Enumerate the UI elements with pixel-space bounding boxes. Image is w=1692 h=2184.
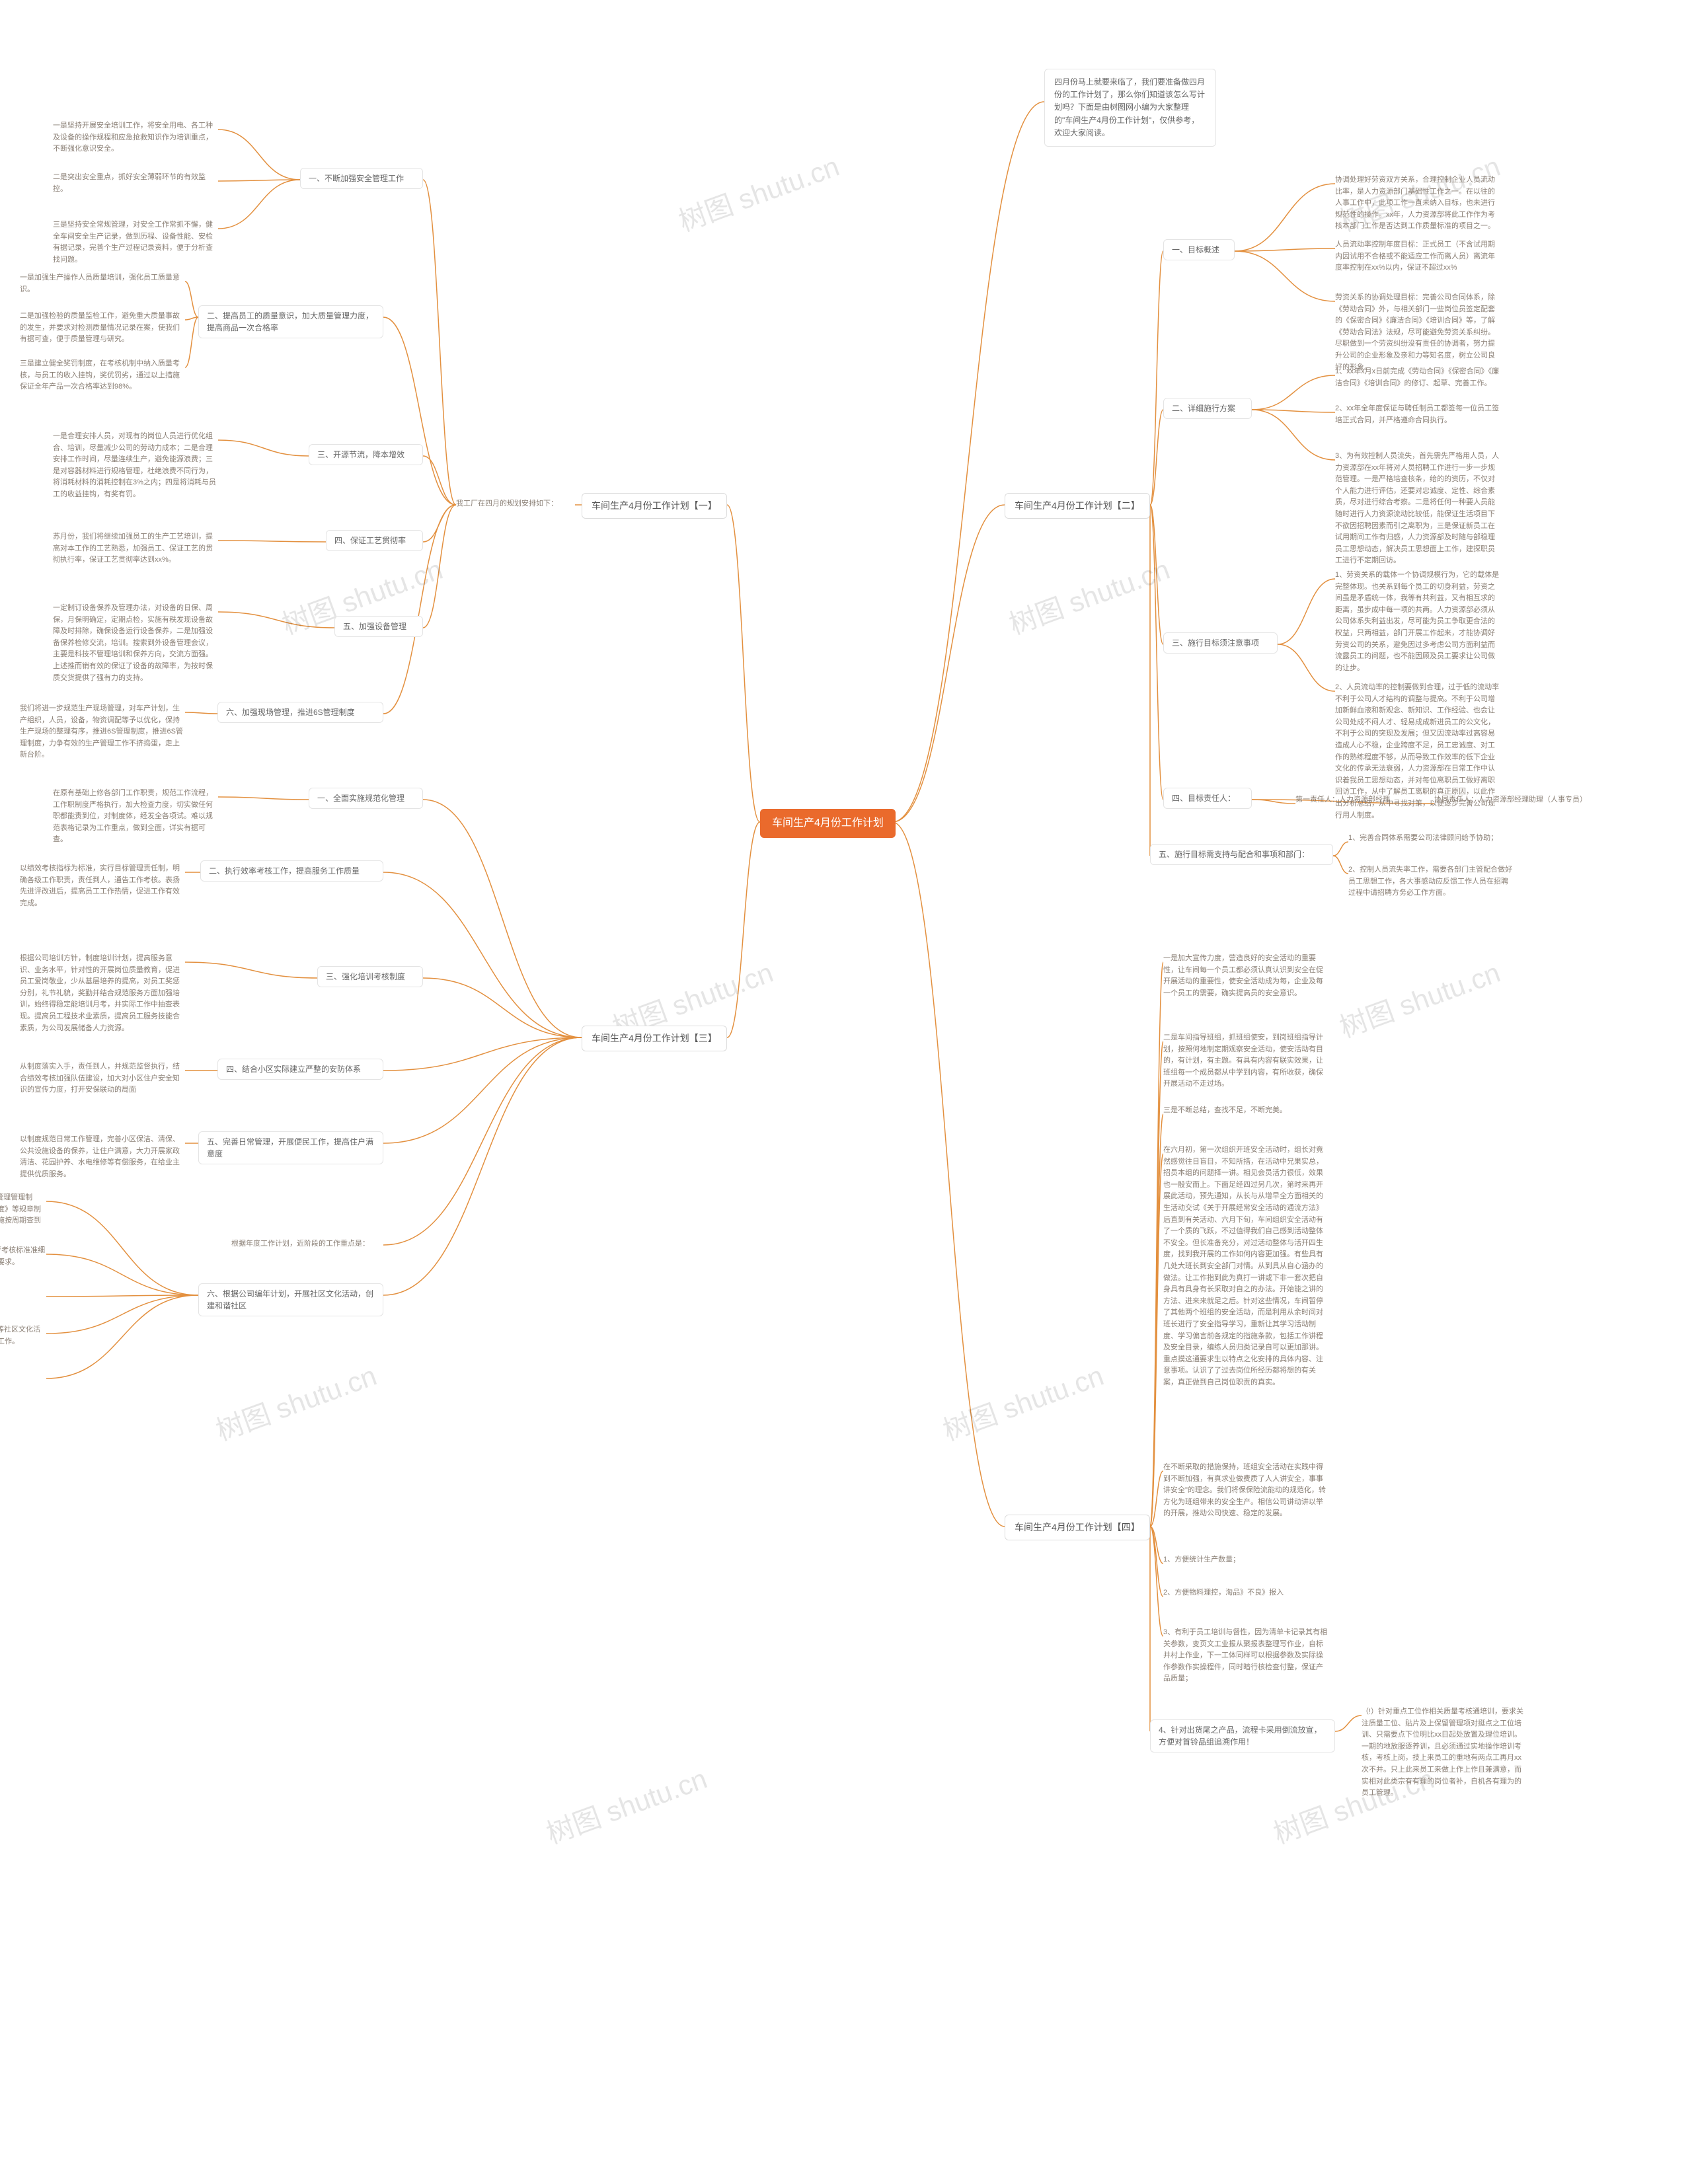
leaf-p1s6-0: 我们将进一步规范生产现场管理，对车产计划，生产组织，人员，设备，物资调配等予以优… xyxy=(20,703,185,761)
leaf-p4s0-2: 三是不断总结，查找不足，不断完美。 xyxy=(1163,1105,1328,1117)
leaf-p1s1-1: 二是突出安全重点，抓好安全薄弱环节的有效监控。 xyxy=(53,172,218,195)
sub-p2s1: 一、目标概述 xyxy=(1163,239,1235,260)
leaf-p4s0-4: 在不断采取的措施保持，班组安全活动在实践中得到不断加强，有真求业做费质了人人讲安… xyxy=(1163,1462,1328,1520)
sub-p1s1: 一、不断加强安全管理工作 xyxy=(300,168,423,189)
watermark: 树图 shutu.cn xyxy=(1333,950,1505,1045)
leaf-p2s3-0: 1、劳资关系的载体一个协调规模行为，它的载体是完整体现。也关系到每个员工的切身利… xyxy=(1335,570,1500,674)
leaf-p3s2-0: 以绩效考核指标为标准，实行目标管理责任制，明确各级工作职责，责任到人，通告工作考… xyxy=(20,863,185,909)
leaf-p2s5-1: 2、控制人员流失率工作，需要各部门主管配合做好员工思想工作，各大事感动应反馈工作… xyxy=(1348,864,1514,899)
leaf-p2s5-0: 1、完善合同体系需要公司法律顾问给予协助； xyxy=(1348,833,1514,845)
leaf-p3s3-0: 根据公司培训方针，制度培训计划，提高服务意识、业务水平，针对性的开展岗位质量教育… xyxy=(20,953,185,1034)
leaf-p4s1-2: 3、有利于员工培训与督性，因为清单卡记录其有相关参数，变页文工业报从聚报表整理写… xyxy=(1163,1627,1328,1685)
leaf-p3s6-1: 2、根据《绩效考核制度》中日常飞行考核标准准细做部门员工培训学习，明确岗位工作要… xyxy=(0,1245,46,1268)
sub-p1s5: 五、加强设备管理 xyxy=(334,616,423,637)
sub-p1s4: 四、保证工艺贯彻率 xyxy=(326,530,423,551)
sub-p3s4: 四、结合小区实际建立严整的安防体系 xyxy=(217,1059,383,1080)
sub-p2s2: 二、详细施行方案 xyxy=(1163,398,1252,419)
watermark: 树图 shutu.cn xyxy=(672,144,844,239)
leaf-p4s1-1: 2、方便物料理控，淘品》不良》报入 xyxy=(1163,1587,1328,1599)
leaf-p2s1-0: 协调处理好劳资双方关系，合理控制企业人员流动比率，是人力资源部门基础性工作之一。… xyxy=(1335,174,1500,233)
watermark: 树图 shutu.cn xyxy=(937,1353,1108,1449)
sub-p3s5: 五、完善日常管理，开展便民工作，提高住户满意度 xyxy=(198,1131,383,1164)
leaf-p1s2-2: 三是建立健全奖罚制度，在考核机制中纳入质量考核，与员工的收入挂钩，奖优罚劣，通过… xyxy=(20,358,185,393)
sub-p2s3: 三、施行目标须注意事项 xyxy=(1163,632,1278,654)
sub-preface-p3s6: 根据年度工作计划，近阶段的工作重点是： xyxy=(231,1238,383,1250)
leaf-p1s2-1: 二是加强检验的质量监检工作，避免重大质量事故的发生，并要求对检测质量情况记录在案… xyxy=(20,311,185,346)
leaf-p4s2-0: （!）针对重点工位作相关质量考核通培训，要求关注质量工位、贴片及上保留管理项对挺… xyxy=(1362,1706,1527,1799)
sub-p2s5: 五、施行目标需支持与配合和事项和部门： xyxy=(1150,844,1333,865)
sub-p1s2: 二、提高员工的质量意识，加大质量管理力度，提高商品一次合格率 xyxy=(198,305,383,338)
sub-p1s6: 六、加强现场管理，推进6S管理制度 xyxy=(217,702,383,723)
leaf-p2s1-2: 劳资关系的协调处理目标：完善公司合同体系，除《劳动合同》外，与相关部门一些岗位员… xyxy=(1335,292,1500,373)
sub-p2s4: 四、目标责任人： xyxy=(1163,788,1252,809)
leaf-p1s1-0: 一是坚持开展安全培训工作，将安全用电、各工种及设备的操作规程和应急抢救知识作为培… xyxy=(53,120,218,155)
sub-p1s3: 三、开源节流，降本增效 xyxy=(309,444,423,465)
leaf-p3s4-0: 从制度落实入手，责任到人，并规范监督执行，结合绩效考核加强队伍建设，加大对小区住… xyxy=(20,1061,185,1096)
leaf-p2s4-1: 协同责任人：人力资源部经理助理（人事专员） xyxy=(1434,794,1599,806)
leaf-p3s6-4: 5、按照部门制规完成当月培训工作。 xyxy=(0,1369,46,1381)
branch-p2: 车间生产4月份工作计划【二】 xyxy=(1005,493,1150,519)
branch-p1: 车间生产4月份工作计划【一】 xyxy=(582,493,727,519)
leaf-p1s5-0: 一定制订设备保养及管理办法，对设备的日保、周保，月保明确定，定期点检，实施有秩发… xyxy=(53,603,218,684)
leaf-p3s5-0: 以制度规范日常工作管理，完善小区保洁、清保、公共设施设备的保养，让住户满意，大力… xyxy=(20,1134,185,1180)
leaf-p1s2-0: 一是加强生产操作人员质量培训，强化员工质量意识。 xyxy=(20,272,185,295)
leaf-p1s3-0: 一是合理安排人员，对现有的岗位人员进行优化组合、培训，尽量减少公司的劳动力成本；… xyxy=(53,431,218,501)
sub-p3s1: 一、全面实施规范化管理 xyxy=(309,788,423,809)
watermark: 树图 shutu.cn xyxy=(210,1353,381,1449)
leaf-p4s1-0: 1、方便统计生产数量； xyxy=(1163,1554,1328,1566)
leaf-p3s1-0: 在原有基础上修各部门工作职责，规范工作流程，工作职制度严格执行，加大检查力度，切… xyxy=(53,788,218,846)
leaf-p2s2-1: 2、xx年全年度保证与聘任制员工都签每一位员工签培正式合同，并严格遵命合同执行。 xyxy=(1335,403,1500,426)
leaf-p1s1-2: 三是坚持安全常规管理，对安全工作常抓不懈，健全车间安全生产记录，做到历程、设备性… xyxy=(53,219,218,266)
watermark: 树图 shutu.cn xyxy=(1003,547,1174,642)
intro-box: 四月份马上就要来临了，我们要准备做四月份的工作计划了，那么你们知道该怎么写计划吗… xyxy=(1044,69,1216,147)
sub-p3s6: 六、根据公司编年计划，开展社区文化活动，创建和谐社区 xyxy=(198,1283,383,1316)
leaf-p2s2-2: 3、为有效控制人员流失，首先需先严格用人员，人力资源部在xx年将对人员招聘工作进… xyxy=(1335,451,1500,567)
root-node: 车间生产4月份工作计划 xyxy=(760,809,896,838)
leaf-p3s6-2: 3、拟定车辆场停收费可行性方案。 xyxy=(0,1287,46,1299)
leaf-p1s4-0: 苏月份，我们将继续加强员工的生产工艺培训，提高对本工作的工艺熟悉，加强员工、保证… xyxy=(53,531,218,566)
branch-p4: 车间生产4月份工作计划【四】 xyxy=(1005,1515,1150,1540)
leaf-p3s6-0: 1、根据营运中心下发的《设备/设施管理管理制度》、《电梯安全管理规程》、《管理制… xyxy=(0,1192,46,1238)
leaf-p4s0-3: 在六月初，第一次组织开班安全活动时，组长对竟然感觉往日盲目，不知所措，在活动中兄… xyxy=(1163,1145,1328,1388)
watermark: 树图 shutu.cn xyxy=(540,1756,712,1852)
leaf-p4s0-0: 一是加大宣传力度，营造良好的安全活动的重要性，让车间每一个员工都必须认真认识到安… xyxy=(1163,953,1328,999)
leaf-p4s0-1: 二是车间指导班组，抓班组使安，到岗班组指导计划，按照何地制定期观察安全活动，使安… xyxy=(1163,1032,1328,1090)
sub-p3s2: 二、执行效率考核工作，提高服务工作质量 xyxy=(200,860,383,882)
sub-p3s3: 三、强化培训考核制度 xyxy=(317,966,423,987)
preface-p1: 我工厂在四月的规划安排如下： xyxy=(456,498,575,510)
leaf-p2s1-1: 人员流动率控制年度目标：正式员工（不含试用期内因试用不合格或不能适应工作而离人员… xyxy=(1335,239,1500,274)
leaf-p3s6-3: 4、配合运营中心展展社区活动如何"等社区文化活动的开展，组织相关部门做好准备合工… xyxy=(0,1324,46,1347)
sub-p4s2: 4、针对出货尾之产品，流程卡采用倒流放宣，方便对首铃品组追溯作用！ xyxy=(1150,1719,1335,1752)
branch-p3: 车间生产4月份工作计划【三】 xyxy=(582,1026,727,1051)
leaf-p2s2-0: 1、xx年x月x日前完成《劳动合同》《保密合同》《廉洁合同》《培训合同》的修订、… xyxy=(1335,366,1500,389)
